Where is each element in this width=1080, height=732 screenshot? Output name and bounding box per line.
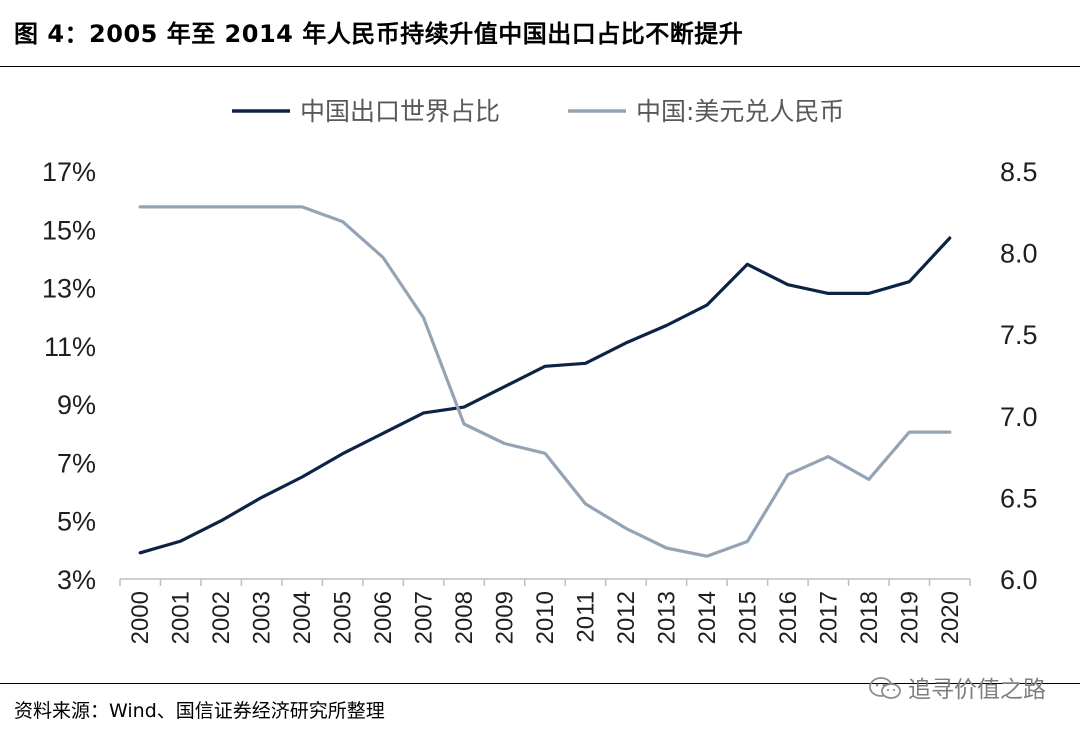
legend-label: 中国出口世界占比 (300, 97, 500, 126)
export-share-line (138, 236, 952, 555)
right-tick-label: 8.5 (1000, 157, 1038, 187)
x-tick-label: 2016 (775, 591, 802, 644)
x-tick-label: 2014 (694, 591, 721, 644)
watermark: 追寻价值之路 (868, 670, 1046, 704)
right-tick-label: 7.0 (1000, 402, 1038, 432)
left-tick-label: 3% (57, 565, 96, 595)
x-tick-label: 2017 (815, 591, 842, 644)
chart: 中国出口世界占比 中国:美元兑人民币 17% 15% 13% 11% 9% 7% 5% 3% 8… (42, 97, 1038, 644)
x-tick-label: 2018 (856, 591, 883, 644)
x-tick-label: 2004 (289, 591, 316, 644)
right-tick-label: 6.0 (1000, 565, 1038, 595)
x-tick-label: 2005 (330, 591, 357, 644)
right-tick-label: 8.0 (1000, 239, 1038, 269)
right-axis-ticks: 8.5 8.0 7.5 7.0 6.5 6.0 (1000, 157, 1038, 595)
x-tick-label: 2009 (492, 591, 519, 644)
left-axis-ticks: 17% 15% 13% 11% 9% 7% 5% 3% (42, 157, 96, 595)
x-tick-label: 2001 (168, 591, 195, 644)
left-tick-label: 5% (57, 507, 96, 537)
right-tick-label: 7.5 (1000, 320, 1038, 350)
left-tick-label: 9% (57, 390, 96, 420)
left-tick-label: 11% (44, 332, 96, 362)
watermark-text: 追寻价值之路 (908, 677, 1046, 703)
x-tick-label: 2013 (653, 591, 680, 644)
left-tick-label: 15% (42, 215, 96, 245)
x-tick-label: 2003 (249, 591, 276, 644)
usd-cny-line (138, 205, 952, 558)
legend-label: 中国:美元兑人民币 (636, 97, 844, 126)
x-tick-label: 2015 (734, 591, 761, 644)
x-tick-label: 2008 (451, 591, 478, 644)
x-tick-label: 2019 (896, 591, 923, 644)
source-note: 资料来源：Wind、国信证券经济研究所整理 (14, 700, 385, 722)
footer-divider (0, 683, 1080, 684)
x-tick-label: 2012 (613, 591, 640, 644)
title-divider (0, 66, 1080, 67)
x-tick-label: 2000 (127, 591, 154, 644)
x-tick-label: 2011 (572, 591, 599, 643)
chart-series (138, 205, 952, 558)
left-tick-label: 7% (57, 448, 96, 478)
left-tick-label: 17% (42, 157, 96, 187)
x-tick-label: 2010 (532, 591, 559, 644)
x-tick-label: 2007 (411, 591, 438, 644)
wechat-icon (869, 677, 901, 699)
left-tick-label: 13% (42, 274, 96, 304)
chart-legend: 中国出口世界占比 中国:美元兑人民币 (232, 97, 844, 126)
right-tick-label: 6.5 (1000, 483, 1038, 513)
x-tick-label: 2006 (370, 591, 397, 644)
x-axis-ticks: 2000 2001 2002 2003 2004 2005 2006 2007 2008 2009… (119, 579, 971, 644)
title-bar: 图 4：2005 年至 2014 年人民币持续升值中国出口占比不断提升 (0, 0, 1080, 66)
figure-title: 图 4：2005 年至 2014 年人民币持续升值中国出口占比不断提升 (14, 20, 744, 48)
x-tick-label: 2020 (937, 591, 964, 644)
x-tick-label: 2002 (208, 591, 235, 644)
